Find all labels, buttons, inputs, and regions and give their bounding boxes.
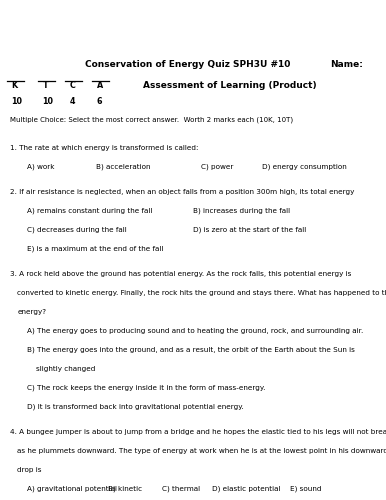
- Text: Name:: Name:: [330, 60, 363, 69]
- Text: 6: 6: [96, 97, 102, 106]
- Text: B) kinetic: B) kinetic: [108, 486, 142, 492]
- Text: slightly changed: slightly changed: [27, 366, 95, 372]
- Text: E) sound: E) sound: [290, 486, 321, 492]
- Text: A) The energy goes to producing sound and to heating the ground, rock, and surro: A) The energy goes to producing sound an…: [27, 328, 363, 334]
- Text: Multiple Choice: Select the most correct answer.  Worth 2 marks each (10K, 10T): Multiple Choice: Select the most correct…: [10, 116, 293, 122]
- Text: 10: 10: [12, 97, 22, 106]
- Text: C: C: [69, 81, 75, 90]
- Text: D) It is transformed back into gravitational potential energy.: D) It is transformed back into gravitati…: [27, 404, 244, 410]
- Text: 4: 4: [69, 97, 75, 106]
- Text: C) The rock keeps the energy inside it in the form of mass-energy.: C) The rock keeps the energy inside it i…: [27, 384, 266, 391]
- Text: 2. If air resistance is neglected, when an object falls from a position 300m hig: 2. If air resistance is neglected, when …: [10, 188, 354, 194]
- Text: A) work: A) work: [27, 164, 54, 170]
- Text: C) decreases during the fall: C) decreases during the fall: [27, 226, 127, 233]
- Text: C) thermal: C) thermal: [162, 486, 200, 492]
- Text: Conservation of Energy Quiz SPH3U #10: Conservation of Energy Quiz SPH3U #10: [85, 60, 290, 69]
- Text: D) energy consumption: D) energy consumption: [262, 164, 347, 170]
- Text: as he plummets downward. The type of energy at work when he is at the lowest poi: as he plummets downward. The type of ene…: [17, 448, 386, 454]
- Text: A) remains constant during the fall: A) remains constant during the fall: [27, 208, 152, 214]
- Text: 1. The rate at which energy is transformed is called:: 1. The rate at which energy is transform…: [10, 144, 198, 150]
- Text: B) increases during the fall: B) increases during the fall: [193, 208, 290, 214]
- Text: 4. A bungee jumper is about to jump from a bridge and he hopes the elastic tied : 4. A bungee jumper is about to jump from…: [10, 428, 386, 434]
- Text: A: A: [96, 81, 103, 90]
- Text: T: T: [42, 81, 48, 90]
- Text: D) is zero at the start of the fall: D) is zero at the start of the fall: [193, 226, 306, 233]
- Text: converted to kinetic energy. Finally, the rock hits the ground and stays there. : converted to kinetic energy. Finally, th…: [17, 290, 386, 296]
- Text: Assessment of Learning (Product): Assessment of Learning (Product): [143, 81, 317, 90]
- Text: 10: 10: [42, 97, 53, 106]
- Text: energy?: energy?: [17, 308, 46, 314]
- Text: B) acceleration: B) acceleration: [96, 164, 151, 170]
- Text: drop is: drop is: [17, 466, 42, 472]
- Text: K: K: [12, 81, 18, 90]
- Text: E) is a maximum at the end of the fall: E) is a maximum at the end of the fall: [27, 246, 163, 252]
- Text: B) The energy goes into the ground, and as a result, the orbit of the Earth abou: B) The energy goes into the ground, and …: [27, 346, 355, 353]
- Text: D) elastic potential: D) elastic potential: [212, 486, 281, 492]
- Text: A) gravitational potential: A) gravitational potential: [27, 486, 117, 492]
- Text: C) power: C) power: [201, 164, 233, 170]
- Text: 3. A rock held above the ground has potential energy. As the rock falls, this po: 3. A rock held above the ground has pote…: [10, 270, 351, 276]
